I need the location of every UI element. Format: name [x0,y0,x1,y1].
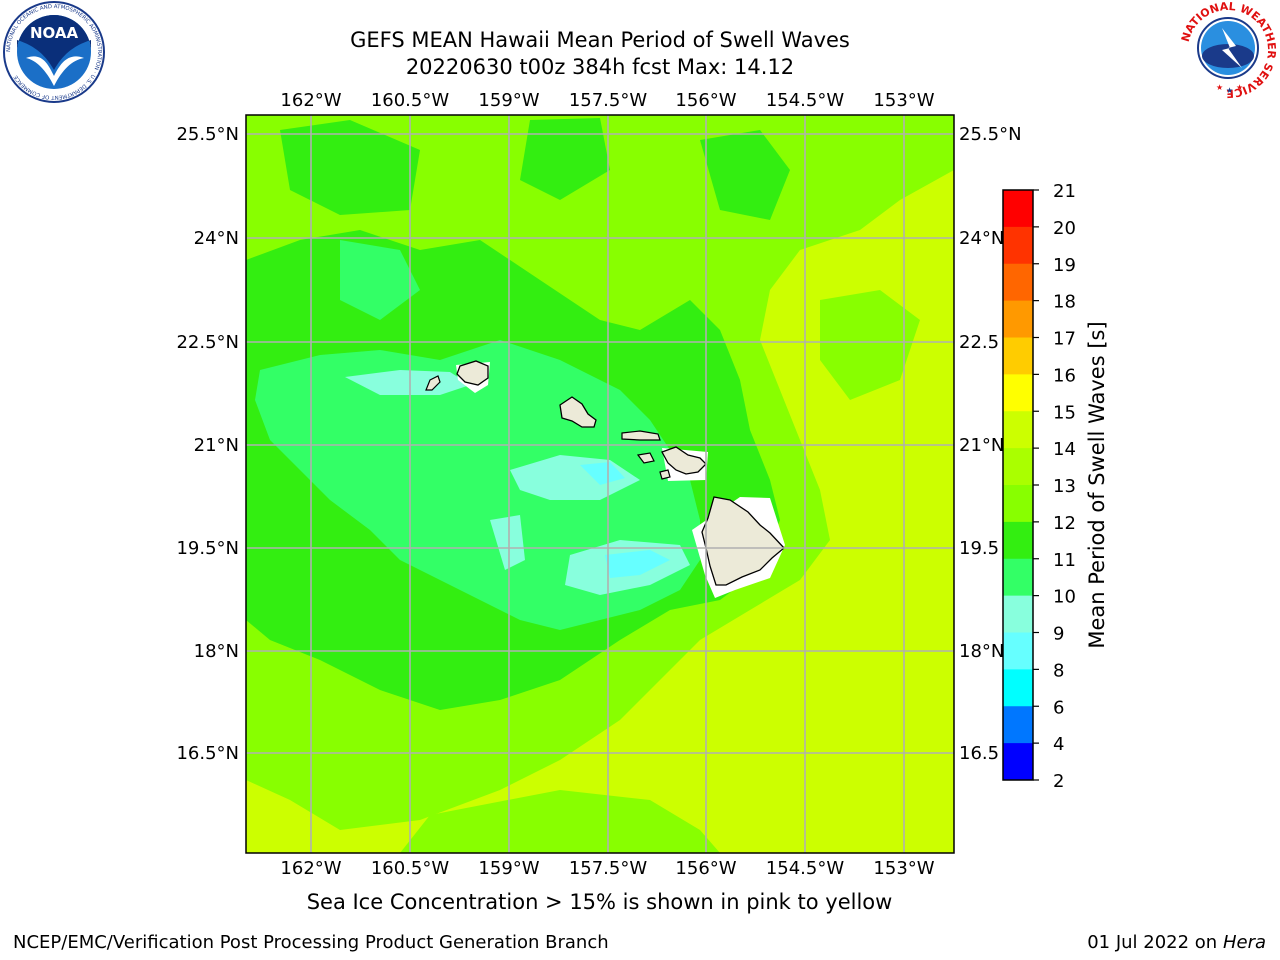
colorbar-swatch [1003,448,1033,486]
colorbar-swatch [1003,263,1033,302]
colorbar-swatch [1003,558,1033,597]
colorbar-swatch [1003,190,1033,228]
lat-tick-label-left: 19.5°N [176,538,239,559]
colorbar-swatch [1003,337,1033,375]
lat-tick-label-right: 24°N [959,228,1004,249]
svg-text:NOAA: NOAA [30,24,79,42]
colorbar-tick-label: 2 [1053,771,1064,792]
lon-tick-label-top: 157.5°W [569,90,648,111]
colorbar-swatch [1003,595,1033,633]
lat-tick-label-right: 22.5 [959,332,999,353]
colorbar-tick-label: 13 [1053,476,1076,497]
field-band-8-9-a [580,462,625,485]
lon-tick-label-top: 156°W [675,90,736,111]
island-niihau [425,375,441,391]
field-band-11-12-north [280,120,420,215]
field-band-10-11-north [340,240,420,320]
footer-date-text: 01 Jul 2022 on [1087,932,1218,953]
colorbar-tick-label: 12 [1053,513,1076,534]
colorbar-tick-label: 17 [1053,329,1076,350]
field-band-12-13-east [620,150,700,240]
colorbar-tick-label: 15 [1053,402,1076,423]
colorbar-tick-label: 4 [1053,734,1064,755]
lat-tick-label-left: 22.5°N [176,332,239,353]
field-band-12-13-right [820,290,920,400]
colorbar-label: Mean Period of Swell Waves [s] [1085,321,1109,649]
colorbar-tick-label: 14 [1053,439,1076,460]
colorbar-swatch [1003,374,1033,412]
island-oahu [559,396,597,428]
colorbar-swatch [1003,226,1033,265]
colorbar-tick-label: 19 [1053,255,1076,276]
lat-tick-label-left: 16.5°N [176,743,239,764]
colorbar-tick-label: 16 [1053,365,1076,386]
nws-logo: NATIONAL WEATHER SERVICE ★ ★ ★ [1178,0,1278,100]
colorbar-swatch [1003,706,1033,744]
island-kahoolawe [659,469,671,480]
colorbar-tick-label: 9 [1053,624,1064,645]
field-band-12-13-south [400,790,720,853]
lon-tick-label-bottom: 159°W [478,858,539,879]
field-band-8-9-b [605,550,670,578]
lat-tick-label-right: 19.5 [959,538,999,559]
colorbar-swatch [1003,669,1033,707]
svg-text:★: ★ [1236,83,1243,92]
svg-text:★: ★ [1216,83,1223,92]
lon-tick-label-bottom: 154.5°W [766,858,845,879]
sea-ice-caption: Sea Ice Concentration > 15% is shown in … [306,890,893,914]
colorbar-tick-label: 8 [1053,660,1064,681]
island-kauai [456,360,489,386]
colorbar-swatch [1003,300,1033,338]
lon-tick-label-top: 154.5°W [766,90,845,111]
colorbar-tick-label: 10 [1053,587,1076,608]
svg-text:★: ★ [1226,86,1233,95]
lat-tick-label-right: 21°N [959,435,1004,456]
island-maui [661,446,707,475]
colorbar-swatch [1003,485,1033,523]
island-lanai [636,452,655,464]
lat-tick-label-left: 24°N [194,228,239,249]
field-band-11-12-north2 [520,118,610,200]
field-band-9-10-a [345,370,470,395]
lon-tick-label-top: 153°W [873,90,934,111]
lat-tick-label-left: 25.5°N [176,124,239,145]
lat-tick-label-left: 18°N [194,641,239,662]
colorbar-swatch [1003,632,1033,670]
colorbar-swatch [1003,521,1033,560]
lon-tick-label-top: 159°W [478,90,539,111]
lat-tick-label-right: 16.5 [959,743,999,764]
map-subtitle: 20220630 t00z 384h fcst Max: 14.12 [405,55,795,79]
map-frame [245,114,955,854]
island-molokai [621,430,661,441]
lon-tick-label-bottom: 162°W [280,858,341,879]
footer-branch: NCEP/EMC/Verification Post Processing Pr… [13,932,609,953]
colorbar-tick-label: 21 [1053,181,1076,202]
noaa-logo: NATIONAL OCEANIC AND ATMOSPHERIC ADMINIS… [3,1,105,103]
footer-host: Hera [1222,932,1266,953]
colorbar-swatch [1003,411,1033,449]
lon-tick-label-top: 160.5°W [371,90,450,111]
colorbar-tick-label: 11 [1053,550,1076,571]
lon-tick-label-top: 162°W [280,90,341,111]
lat-tick-label-right: 25.5°N [959,124,1022,145]
lon-tick-label-bottom: 160.5°W [371,858,450,879]
colorbar-tick-label: 6 [1053,697,1064,718]
colorbar-swatch [1003,743,1033,781]
colorbar-tick-label: 18 [1053,292,1076,313]
map-title: GEFS MEAN Hawaii Mean Period of Swell Wa… [350,28,850,52]
colorbar-tick-label: 20 [1053,218,1076,239]
field-band-9-10-c [490,515,525,570]
footer-date: 01 Jul 2022 on Hera [1087,932,1266,953]
lat-tick-label-right: 18°N [959,641,1004,662]
lon-tick-label-bottom: 157.5°W [569,858,648,879]
lon-tick-label-bottom: 156°W [675,858,736,879]
field-band-11-12-east [700,130,790,220]
island-big-island [701,496,785,586]
lat-tick-label-left: 21°N [194,435,239,456]
lon-tick-label-bottom: 153°W [873,858,934,879]
